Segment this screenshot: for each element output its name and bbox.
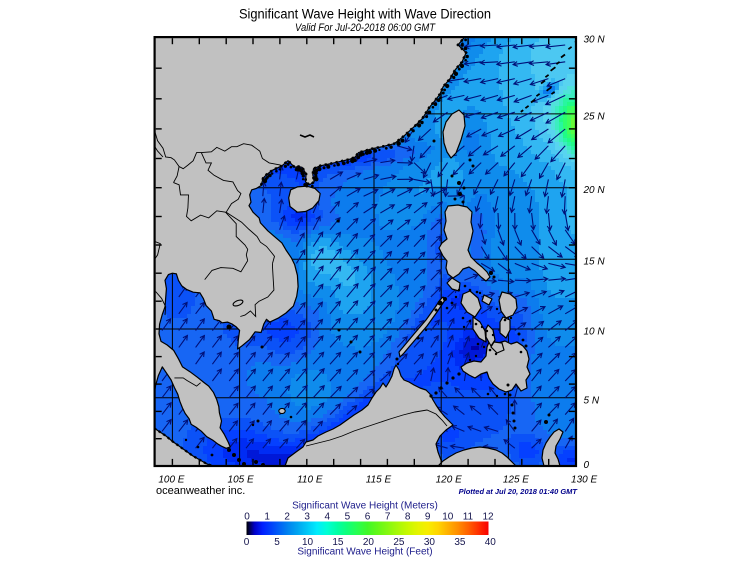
svg-text:10 N: 10 N (584, 327, 606, 338)
svg-text:110 E: 110 E (297, 475, 323, 486)
svg-text:5 N: 5 N (584, 395, 600, 406)
svg-text:25: 25 (393, 537, 405, 548)
svg-text:15: 15 (332, 537, 344, 548)
svg-text:35: 35 (454, 537, 466, 548)
svg-text:5: 5 (274, 537, 280, 548)
svg-text:9: 9 (425, 512, 431, 523)
svg-text:Significant Wave Height (Meter: Significant Wave Height (Meters) (292, 501, 438, 512)
svg-text:130 E: 130 E (571, 475, 597, 486)
svg-text:10: 10 (302, 537, 314, 548)
svg-text:20 N: 20 N (583, 185, 606, 196)
svg-text:4: 4 (325, 512, 331, 523)
svg-text:3: 3 (304, 512, 310, 523)
svg-text:15 N: 15 N (584, 257, 606, 268)
svg-text:5: 5 (345, 512, 351, 523)
svg-text:11: 11 (463, 512, 474, 523)
svg-text:oceanweather inc.: oceanweather inc. (156, 485, 245, 497)
svg-text:10: 10 (442, 512, 454, 523)
svg-text:40: 40 (485, 537, 497, 548)
svg-text:120 E: 120 E (436, 475, 462, 486)
svg-text:0: 0 (244, 537, 250, 548)
svg-text:12: 12 (482, 512, 494, 523)
svg-text:0: 0 (244, 512, 250, 523)
svg-text:1: 1 (264, 512, 270, 523)
svg-text:6: 6 (365, 512, 371, 523)
svg-text:100 E: 100 E (158, 475, 184, 486)
svg-text:115 E: 115 E (366, 475, 392, 486)
svg-text:125 E: 125 E (503, 475, 529, 486)
svg-text:0: 0 (584, 460, 590, 471)
svg-text:2: 2 (284, 512, 290, 523)
svg-text:Significant Wave Height with W: Significant Wave Height with Wave Direct… (239, 7, 491, 22)
svg-text:20: 20 (363, 537, 375, 548)
svg-text:7: 7 (385, 512, 391, 523)
svg-text:Significant Wave Height (Feet): Significant Wave Height (Feet) (297, 547, 432, 558)
svg-text:30: 30 (424, 537, 436, 548)
svg-text:105 E: 105 E (228, 475, 254, 486)
svg-text:25 N: 25 N (583, 111, 606, 122)
svg-text:8: 8 (405, 512, 411, 523)
svg-text:Plotted at Jul 20, 2018 01:40: Plotted at Jul 20, 2018 01:40 GMT (459, 487, 579, 496)
svg-text:30 N: 30 N (584, 35, 606, 46)
svg-text:Valid For Jul-20-2018 06:00 GM: Valid For Jul-20-2018 06:00 GMT (295, 22, 436, 34)
